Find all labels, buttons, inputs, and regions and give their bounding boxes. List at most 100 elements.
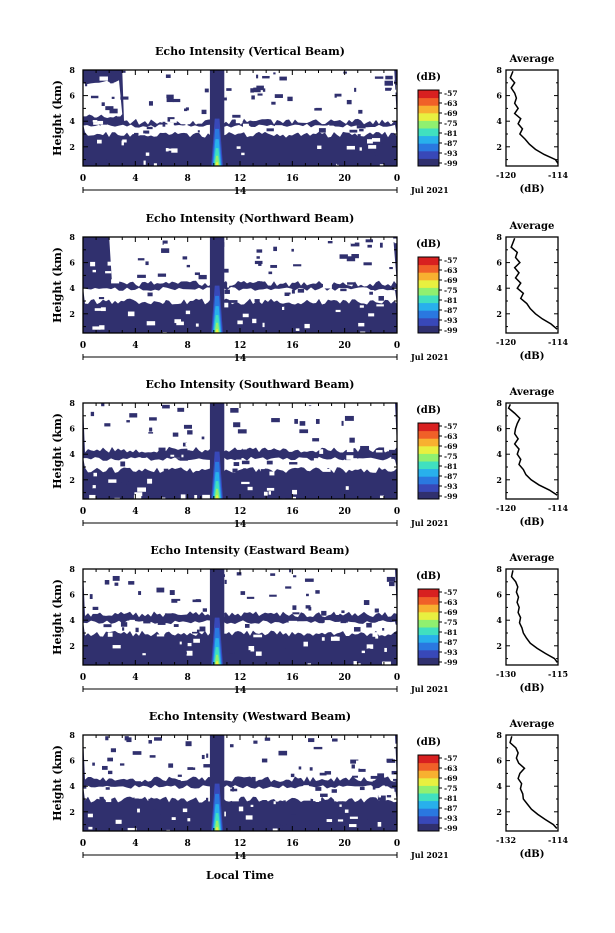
average-x-tick-label: -114 <box>548 503 568 513</box>
colorbar-tick-label: -99 <box>444 824 458 833</box>
average-y-tick-label: 2 <box>496 807 502 817</box>
noise-speck <box>92 326 101 330</box>
noise-speck <box>133 102 140 105</box>
noise-speck <box>313 458 318 461</box>
noise-speck <box>287 641 291 645</box>
noise-speck <box>111 279 120 284</box>
noise-speck <box>262 590 267 594</box>
noise-speck <box>394 785 397 790</box>
noise-speck <box>350 240 355 244</box>
panel-title: Echo Intensity (Southward Beam) <box>146 378 355 391</box>
noise-speck <box>256 790 262 793</box>
noise-speck <box>361 409 366 413</box>
noise-speck <box>182 442 187 447</box>
noise-speck <box>170 119 177 123</box>
noise-speck <box>308 738 315 743</box>
noise-speck <box>237 320 243 325</box>
noise-speck <box>294 418 298 424</box>
noise-speck <box>254 588 263 592</box>
noise-speck <box>336 141 344 147</box>
noise-speck <box>246 596 255 599</box>
noise-speck <box>365 239 374 243</box>
colorbar-tick-label: -69 <box>444 608 458 617</box>
noise-speck <box>194 272 200 276</box>
noise-speck <box>135 96 140 101</box>
noise-speck <box>197 130 200 133</box>
colorbar-segment <box>418 461 439 470</box>
noise-speck <box>165 148 169 152</box>
noise-speck <box>333 100 343 106</box>
noise-speck <box>98 653 103 657</box>
noise-speck <box>175 158 182 162</box>
noise-speck <box>284 292 291 296</box>
noise-speck <box>101 765 108 770</box>
colorbar-segment <box>418 287 439 296</box>
noise-speck <box>353 598 362 602</box>
y-tick-label: 8 <box>69 65 75 75</box>
noise-speck <box>382 786 388 790</box>
noise-speck <box>89 594 93 599</box>
colorbar-segment <box>418 491 439 500</box>
noise-speck <box>254 299 260 303</box>
noise-speck <box>103 457 108 461</box>
colorbar-segment <box>418 158 439 167</box>
noise-speck <box>148 85 157 90</box>
no-data-region <box>83 123 397 138</box>
noise-speck <box>84 812 91 817</box>
noise-speck <box>151 94 160 98</box>
colorbar-segment <box>418 105 439 114</box>
average-profile-panel: Average 8 6 4 2 -120 -114(dB) <box>496 54 568 195</box>
noise-speck <box>291 496 296 499</box>
noise-speck <box>389 624 397 629</box>
colorbar-tick-label: -75 <box>444 452 458 461</box>
noise-speck <box>304 323 310 329</box>
noise-speck <box>233 449 243 455</box>
echo-plume-band <box>214 654 220 665</box>
noise-speck <box>92 762 95 766</box>
noise-speck <box>147 292 153 297</box>
noise-speck <box>284 247 291 253</box>
noise-speck <box>85 257 88 262</box>
noise-speck <box>89 494 96 499</box>
noise-speck <box>321 637 325 641</box>
noise-speck <box>161 497 166 499</box>
average-frame <box>505 734 559 832</box>
noise-speck <box>241 460 250 465</box>
noise-speck <box>242 97 247 101</box>
noise-speck <box>372 632 378 637</box>
noise-speck <box>121 481 131 485</box>
noise-speck <box>145 152 150 156</box>
noise-speck <box>298 766 302 770</box>
noise-speck <box>202 655 209 660</box>
noise-speck <box>105 271 112 274</box>
noise-speck <box>368 313 375 317</box>
noise-speck <box>271 784 276 787</box>
noise-speck <box>290 773 295 778</box>
noise-speck <box>319 772 327 776</box>
noise-speck <box>269 471 275 476</box>
noise-speck <box>106 290 114 294</box>
noise-speck <box>370 775 379 779</box>
colorbar-segment <box>418 423 439 432</box>
noise-speck <box>160 411 169 414</box>
noise-speck <box>162 308 167 312</box>
colorbar-segment <box>418 770 439 779</box>
noise-speck <box>394 238 397 244</box>
noise-speck <box>123 647 132 652</box>
noise-speck <box>166 148 175 151</box>
noise-speck <box>230 262 235 267</box>
noise-speck <box>280 825 283 829</box>
colorbar-segment <box>418 627 439 636</box>
noise-speck <box>346 256 356 262</box>
noise-speck <box>262 322 265 328</box>
noise-speck <box>192 595 195 601</box>
noise-speck <box>389 601 393 604</box>
noise-speck <box>258 263 262 266</box>
average-y-tick-label: 4 <box>496 116 502 126</box>
noise-speck <box>379 407 387 412</box>
noise-speck <box>376 776 382 780</box>
noise-speck <box>110 748 116 753</box>
average-y-tick-label: 2 <box>496 475 502 485</box>
noise-speck <box>128 581 135 585</box>
noise-speck <box>278 492 283 496</box>
